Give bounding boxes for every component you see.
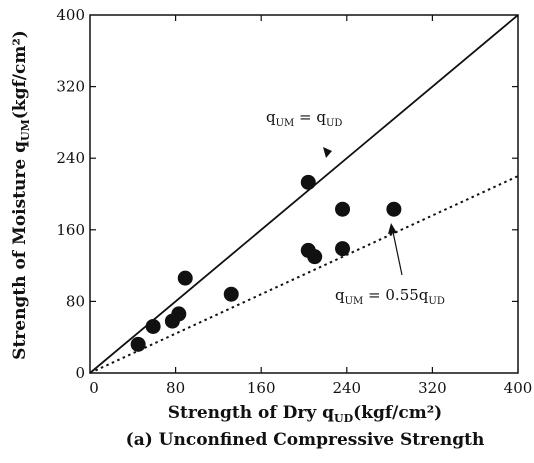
- y-axis-title: Strength of Moisture qUM(kgf/cm²): [10, 30, 32, 360]
- pointer-055: [392, 231, 403, 276]
- data-point: [171, 306, 187, 322]
- y-tick-label: 400: [56, 6, 85, 24]
- y-tick-label: 0: [75, 364, 85, 382]
- x-tick-label: 0: [89, 379, 99, 397]
- annotation-055: qUM = 0.55qUD: [335, 286, 445, 307]
- x-tick-label: 80: [166, 379, 185, 397]
- data-point: [386, 201, 402, 217]
- x-tick-label: 400: [504, 379, 533, 397]
- data-point: [177, 270, 193, 286]
- data-point: [145, 318, 161, 334]
- data-point: [307, 249, 323, 265]
- y-tick-label: 320: [56, 78, 85, 96]
- data-point: [335, 241, 351, 257]
- plot-area: [89, 14, 519, 374]
- data-point: [300, 174, 316, 190]
- line-equal: [89, 14, 519, 374]
- y-tick-label: 240: [56, 149, 85, 167]
- y-tick-label: 160: [56, 221, 85, 239]
- line-055: [89, 175, 519, 374]
- x-tick-label: 240: [332, 379, 361, 397]
- annotation-equal: qUM = qUD: [266, 108, 342, 129]
- line-annotations: qUM = qUD qUM = 0.55qUD: [266, 108, 445, 307]
- y-tick-label: 80: [66, 292, 85, 310]
- x-axis-title: Strength of Dry qUD(kgf/cm²): [168, 403, 442, 425]
- plot-frame: [89, 14, 519, 374]
- arrow-head-equal: [323, 147, 332, 158]
- x-tick-label: 320: [418, 379, 447, 397]
- x-tick-label: 160: [247, 379, 276, 397]
- tick-labels: 0 80 160 240 320 400 0 80 160 240 320 400: [56, 6, 532, 397]
- data-point: [130, 336, 146, 352]
- data-point: [335, 201, 351, 217]
- chart-caption: (a) Unconfined Compressive Strength: [126, 430, 485, 450]
- arrow-head-055: [388, 223, 397, 234]
- data-point: [223, 286, 239, 302]
